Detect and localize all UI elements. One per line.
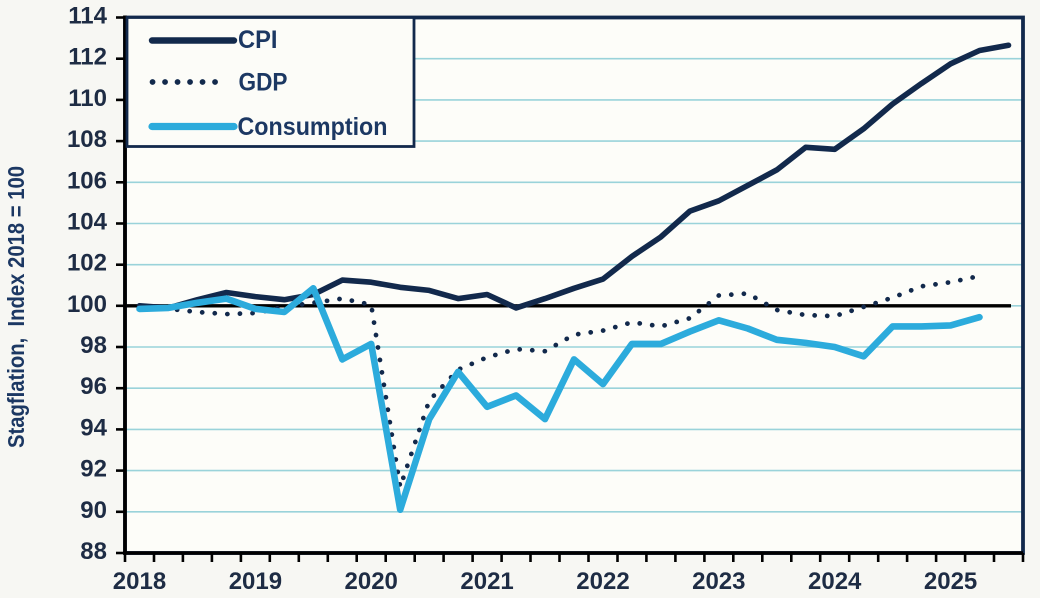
svg-text:112: 112	[68, 44, 107, 71]
svg-text:2020: 2020	[345, 568, 398, 595]
svg-text:94: 94	[80, 414, 107, 441]
svg-text:2022: 2022	[576, 568, 629, 595]
svg-text:102: 102	[67, 250, 107, 277]
svg-text:GDP: GDP	[239, 69, 288, 97]
svg-text:Stagflation, Index 2018 = 100: Stagflation, Index 2018 = 100	[3, 166, 29, 448]
svg-text:2024: 2024	[808, 568, 862, 595]
svg-text:114: 114	[68, 3, 107, 30]
svg-text:2021: 2021	[460, 568, 513, 595]
svg-text:2025: 2025	[924, 568, 977, 595]
svg-text:Consumption: Consumption	[238, 113, 388, 141]
svg-text:2018: 2018	[113, 568, 166, 595]
svg-text:2023: 2023	[692, 568, 745, 595]
svg-text:90: 90	[80, 497, 107, 524]
svg-text:CPI: CPI	[238, 26, 278, 54]
svg-text:96: 96	[80, 373, 107, 400]
svg-text:98: 98	[80, 332, 107, 359]
svg-text:108: 108	[67, 126, 107, 153]
svg-text:2019: 2019	[229, 568, 282, 595]
svg-text:106: 106	[67, 167, 107, 194]
svg-text:88: 88	[80, 538, 107, 565]
svg-text:110: 110	[68, 85, 107, 112]
svg-text:100: 100	[67, 291, 107, 318]
svg-text:92: 92	[80, 456, 107, 483]
svg-text:104: 104	[67, 209, 108, 236]
